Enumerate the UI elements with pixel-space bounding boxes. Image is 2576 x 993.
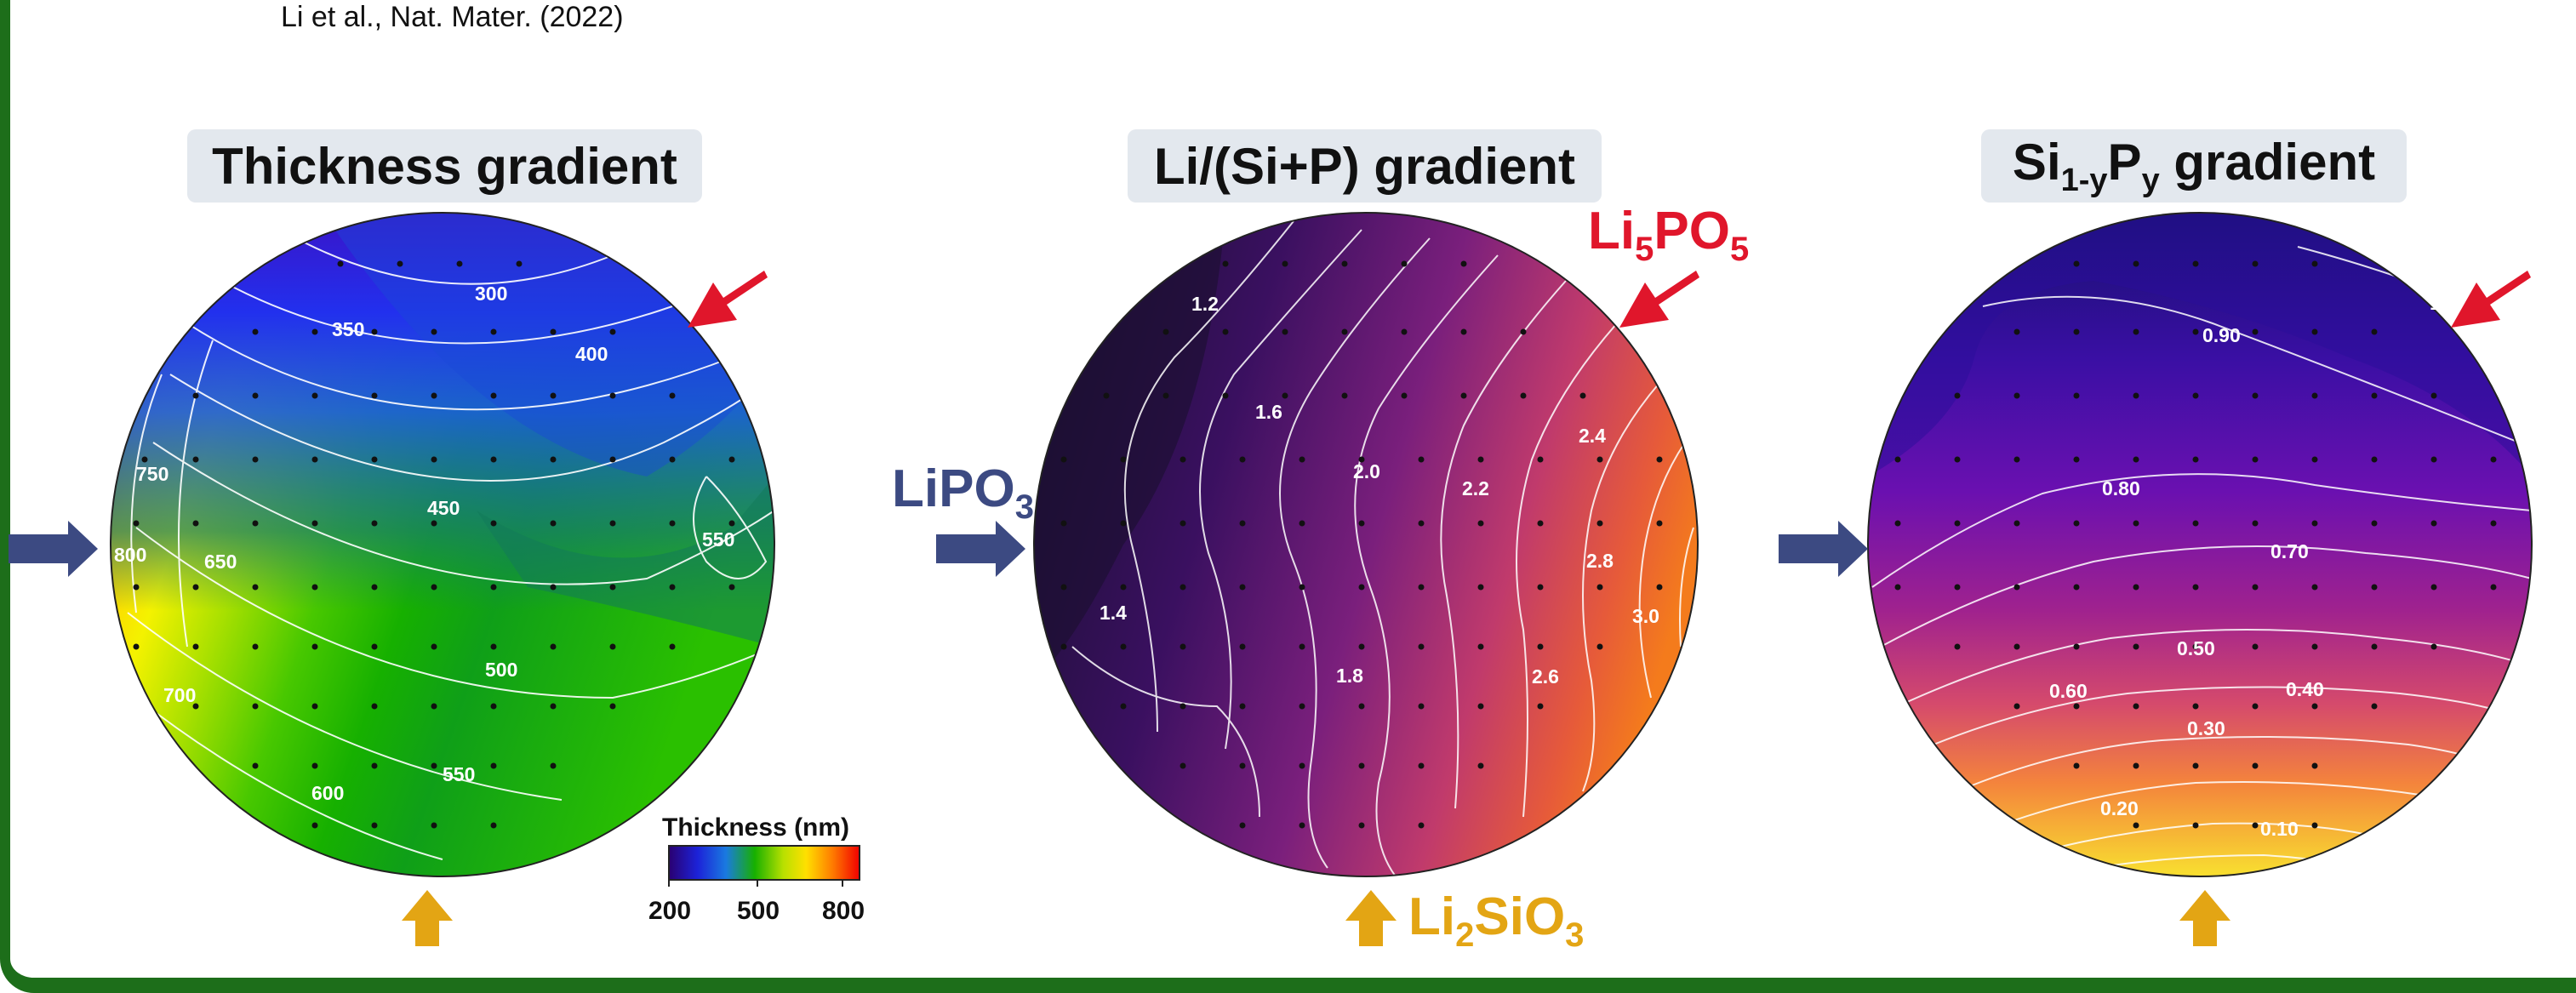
- contour-label: 450: [427, 497, 460, 519]
- panel-3-title: Si1-yPy gradient: [1981, 129, 2407, 203]
- contour-label: 2.8: [1586, 550, 1614, 572]
- contour-label: 500: [485, 659, 517, 681]
- contour-label: 400: [575, 343, 608, 365]
- panel-1-title: Thickness gradient: [187, 129, 702, 203]
- contour-label: 0.80: [2102, 477, 2140, 499]
- contour-label: 800: [114, 544, 146, 566]
- thickness-colorbar: Thickness (nm) 200 500 800: [648, 813, 865, 925]
- contour-label: 300: [475, 282, 507, 305]
- contour-label: 550: [443, 763, 475, 785]
- contour-label: 0.70: [2270, 540, 2309, 562]
- arrow-up-icon: [402, 890, 453, 946]
- arrow-diagonal-icon: [1619, 271, 1699, 328]
- contour-label: 600: [311, 782, 344, 804]
- li-ratio-wafer-map: 1.2 1.6 2.0 2.2 2.4 2.8 3.0 1.4 1.8 2.6: [1033, 212, 1699, 877]
- colorbar-tick: 500: [737, 897, 780, 925]
- arrow-right-icon: [1779, 521, 1868, 577]
- contour-label: 0.40: [2286, 678, 2324, 700]
- li2sio3-label: Li2SiO3: [1408, 887, 1584, 954]
- arrow-up-icon: [1345, 890, 1397, 946]
- panel-2-title: Li/(Si+P) gradient: [1128, 129, 1602, 203]
- arrow-right-icon: [936, 521, 1025, 577]
- contour-label: 2.4: [1579, 425, 1606, 447]
- arrows: [9, 271, 2531, 946]
- contour-label: 0.10: [2260, 818, 2299, 840]
- contour-label: 0.30: [2187, 717, 2225, 739]
- colorbar-tick: 200: [648, 897, 691, 925]
- contour-label: 2.2: [1462, 477, 1489, 499]
- contour-label: 1.4: [1100, 602, 1127, 624]
- contour-label: 0.60: [2049, 680, 2088, 702]
- contour-label: 1.2: [1191, 293, 1219, 315]
- lipo3-label: LiPO3: [892, 459, 1034, 526]
- panel-2-title-text: Li/(Si+P) gradient: [1153, 137, 1576, 195]
- arrow-diagonal-icon: [2451, 271, 2531, 328]
- arrow-right-icon: [9, 521, 98, 577]
- panel-3-title-text: Si1-yPy gradient: [2012, 134, 2376, 198]
- si-p-wafer-map: 1.00 0.90 0.80 0.70 0.60 0.50 0.40 0.30 …: [1867, 212, 2533, 877]
- arrow-up-icon: [2179, 890, 2230, 946]
- contour-label: 750: [136, 463, 168, 485]
- contour-label: 1.6: [1255, 401, 1282, 423]
- contour-label: 2.0: [1353, 460, 1380, 482]
- contour-label: 1.8: [1336, 665, 1363, 687]
- contour-label: 0.90: [2202, 324, 2241, 346]
- contour-label: 350: [332, 318, 364, 340]
- li5po5-label: Li5PO5: [1588, 202, 1749, 268]
- citation: Li et al., Nat. Mater. (2022): [281, 1, 624, 33]
- colorbar-title: Thickness (nm): [662, 813, 849, 842]
- arrow-diagonal-icon: [688, 271, 768, 328]
- contour-label: 0.50: [2177, 637, 2215, 659]
- contour-label: 3.0: [1632, 605, 1659, 627]
- contour-label: 550: [702, 528, 734, 551]
- colorbar-tick: 800: [822, 897, 865, 925]
- contour-label: 0.20: [2100, 797, 2139, 819]
- thickness-wafer-map: 300 350 400 450 550 750 800 650 500 700 …: [110, 212, 775, 877]
- contour-label: 700: [163, 684, 196, 706]
- contour-label: 650: [204, 551, 237, 573]
- panel-1-title-text: Thickness gradient: [212, 137, 677, 195]
- contour-label: 2.6: [1532, 665, 1559, 688]
